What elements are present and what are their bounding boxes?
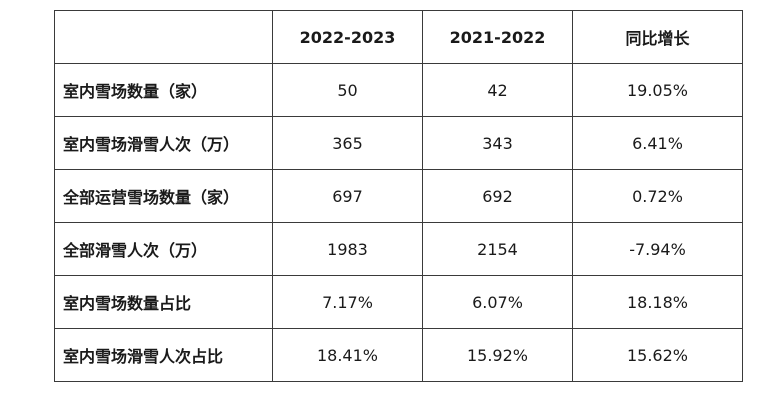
table-row: 室内雪场数量占比 7.17% 6.07% 18.18% — [54, 275, 743, 329]
cell-2021-2022: 15.92% — [422, 328, 573, 382]
row-label: 室内雪场滑雪人次占比 — [54, 328, 273, 382]
cell-2022-2023: 365 — [272, 116, 423, 170]
cell-2021-2022: 692 — [422, 169, 573, 223]
cell-2021-2022: 6.07% — [422, 275, 573, 329]
cell-2021-2022: 42 — [422, 63, 573, 117]
cell-2022-2023: 18.41% — [272, 328, 423, 382]
row-label: 室内雪场数量占比 — [54, 275, 273, 329]
cell-2021-2022: 343 — [422, 116, 573, 170]
cell-2022-2023: 1983 — [272, 222, 423, 276]
row-label: 室内雪场滑雪人次（万） — [54, 116, 273, 170]
cell-yoy-growth: 18.18% — [572, 275, 743, 329]
cell-2021-2022: 2154 — [422, 222, 573, 276]
table-row: 全部运营雪场数量（家） 697 692 0.72% — [54, 169, 743, 223]
header-yoy-growth: 同比增长 — [572, 10, 743, 64]
ski-stats-table-container: 2022-2023 2021-2022 同比增长 室内雪场数量（家） 50 42… — [54, 10, 743, 382]
table-row: 室内雪场滑雪人次占比 18.41% 15.92% 15.62% — [54, 328, 743, 382]
table-row: 室内雪场滑雪人次（万） 365 343 6.41% — [54, 116, 743, 170]
cell-2022-2023: 50 — [272, 63, 423, 117]
ski-stats-table: 2022-2023 2021-2022 同比增长 室内雪场数量（家） 50 42… — [54, 10, 743, 382]
table-row: 全部滑雪人次（万） 1983 2154 -7.94% — [54, 222, 743, 276]
cell-yoy-growth: 19.05% — [572, 63, 743, 117]
cell-2022-2023: 697 — [272, 169, 423, 223]
table-row: 室内雪场数量（家） 50 42 19.05% — [54, 63, 743, 117]
row-label: 全部滑雪人次（万） — [54, 222, 273, 276]
header-season-2022-2023: 2022-2023 — [272, 10, 423, 64]
cell-2022-2023: 7.17% — [272, 275, 423, 329]
cell-yoy-growth: 0.72% — [572, 169, 743, 223]
cell-yoy-growth: -7.94% — [572, 222, 743, 276]
row-label: 室内雪场数量（家） — [54, 63, 273, 117]
header-season-2021-2022: 2021-2022 — [422, 10, 573, 64]
cell-yoy-growth: 15.62% — [572, 328, 743, 382]
table-header-row: 2022-2023 2021-2022 同比增长 — [54, 10, 743, 64]
row-label: 全部运营雪场数量（家） — [54, 169, 273, 223]
cell-yoy-growth: 6.41% — [572, 116, 743, 170]
header-corner-cell — [54, 10, 273, 64]
